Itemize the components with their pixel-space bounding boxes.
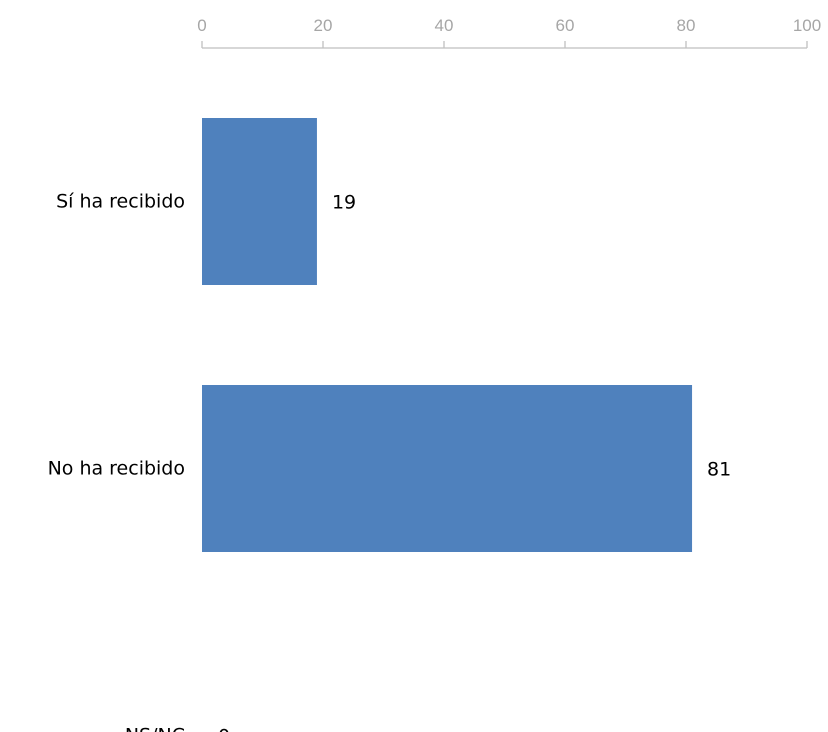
category-label: No ha recibido <box>48 458 185 480</box>
category-label: Sí ha recibido <box>56 191 185 213</box>
x-tick-label: 0 <box>197 16 206 35</box>
bar <box>202 118 317 285</box>
category-label: NS/NC <box>125 725 185 732</box>
category-labels: Sí ha recibido No ha recibido NS/NC <box>48 191 185 732</box>
x-tick-label: 60 <box>556 16 575 35</box>
data-label: 19 <box>332 192 356 214</box>
data-labels: 19 81 0 <box>218 192 731 732</box>
x-tick-label: 20 <box>314 16 333 35</box>
data-label: 81 <box>707 459 731 481</box>
x-axis: 0 20 40 60 80 100 <box>197 16 821 49</box>
x-tick-label: 40 <box>435 16 454 35</box>
bars-group <box>202 118 693 552</box>
x-tick-label: 80 <box>677 16 696 35</box>
data-label: 0 <box>218 726 230 732</box>
bar <box>202 385 693 552</box>
x-tick-label: 100 <box>793 16 821 35</box>
